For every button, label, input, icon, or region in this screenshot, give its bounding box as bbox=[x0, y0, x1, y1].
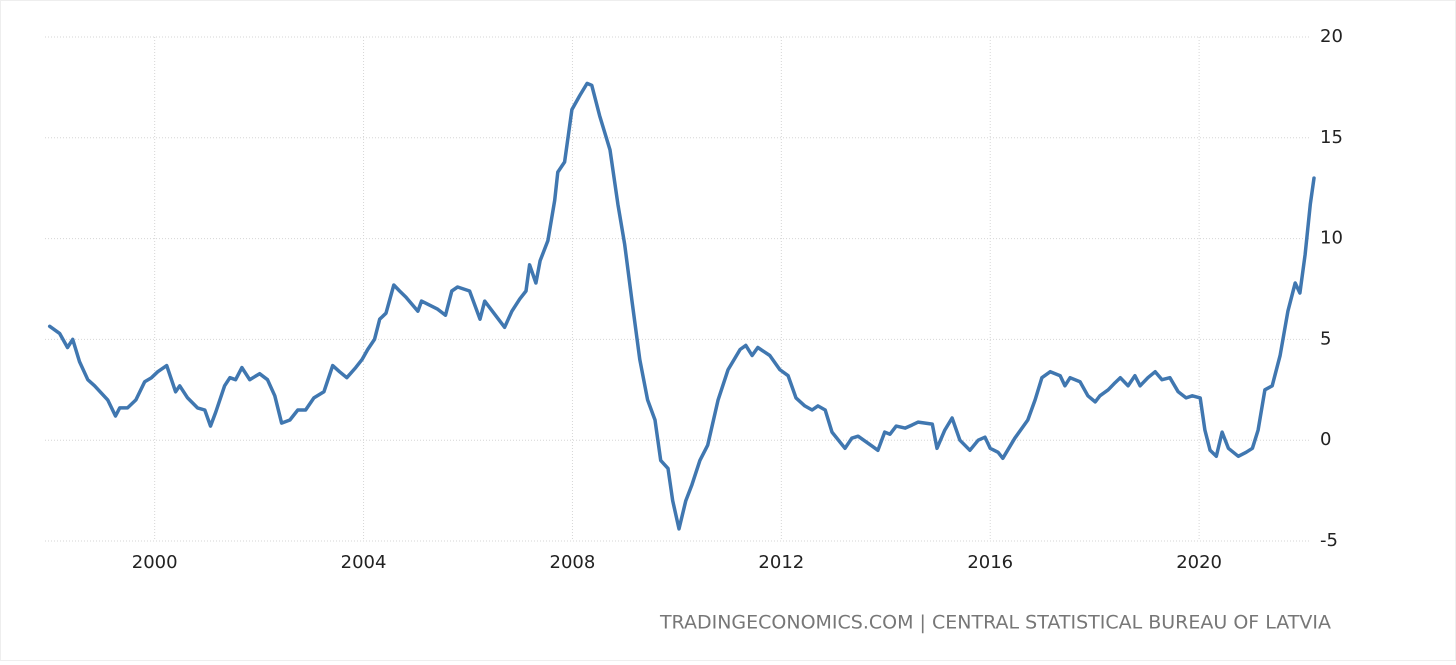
y-tick-label: 5 bbox=[1320, 328, 1331, 349]
source: TRADINGECONOMICS.COM | CENTRAL STATISTIC… bbox=[659, 612, 1331, 634]
x-tick-label: 2020 bbox=[1176, 552, 1222, 573]
x-tick-label: 2016 bbox=[967, 552, 1013, 573]
x-tick-label: 2008 bbox=[550, 552, 596, 573]
x-tick-label: 2004 bbox=[341, 552, 387, 573]
line bbox=[47, 81, 1316, 531]
y-tick-label: 15 bbox=[1320, 127, 1343, 148]
y-tick-label: -5 bbox=[1320, 530, 1338, 551]
y-tick-label: 20 bbox=[1320, 26, 1343, 47]
y-tick-label: 0 bbox=[1320, 429, 1331, 450]
x-tick-label: 2012 bbox=[758, 552, 804, 573]
x-tick-label: 2000 bbox=[132, 552, 178, 573]
y-tick-label: 10 bbox=[1320, 228, 1343, 249]
